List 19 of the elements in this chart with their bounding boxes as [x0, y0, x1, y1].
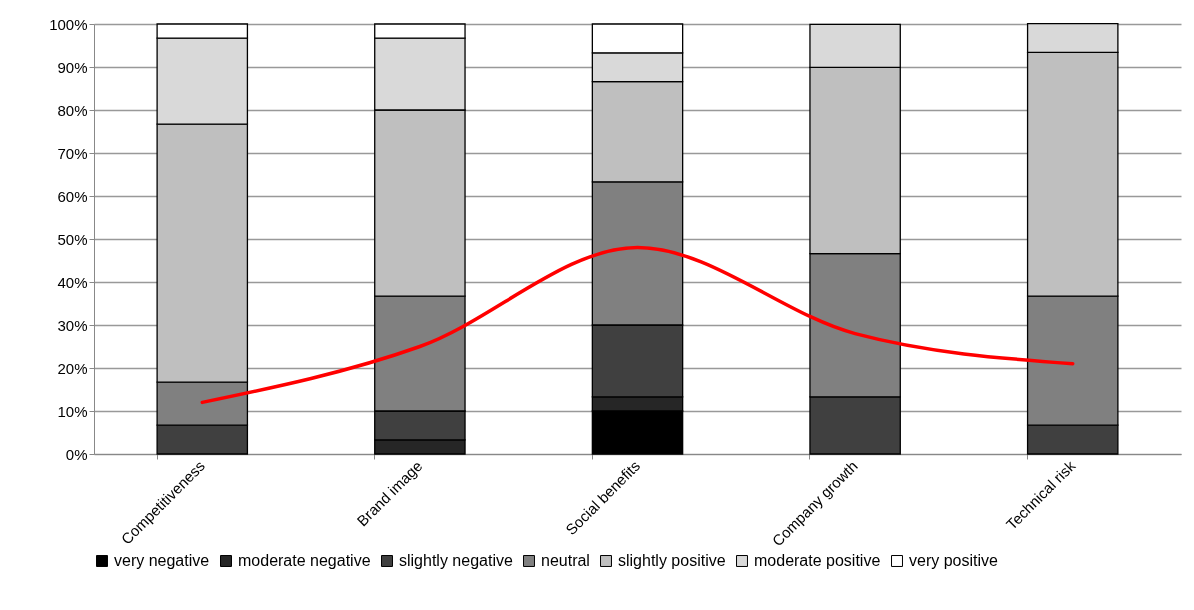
y-tick-label: 80% [57, 101, 88, 119]
legend-label: moderate positive [754, 552, 881, 569]
legend-label: slightly positive [618, 552, 726, 569]
y-tick-label: 100% [49, 15, 88, 33]
y-tick-label: 50% [57, 230, 88, 248]
legend-label: very positive [909, 552, 999, 569]
legend-label: very negative [114, 552, 210, 569]
legend-label: neutral [541, 552, 590, 569]
y-tick-label: 0% [65, 445, 88, 463]
y-tick-label: 10% [57, 402, 88, 420]
line-series [200, 245, 1075, 405]
y-tick-label: 20% [57, 359, 88, 377]
y-tick-label: 70% [57, 144, 88, 162]
y-tick-label: 40% [57, 273, 88, 291]
y-tick-label: 30% [57, 316, 88, 334]
y-tick-label: 60% [57, 187, 88, 205]
legend-label: slightly negative [399, 552, 513, 569]
legend-label: moderate negative [238, 552, 371, 569]
y-tick-label: 90% [57, 58, 88, 76]
